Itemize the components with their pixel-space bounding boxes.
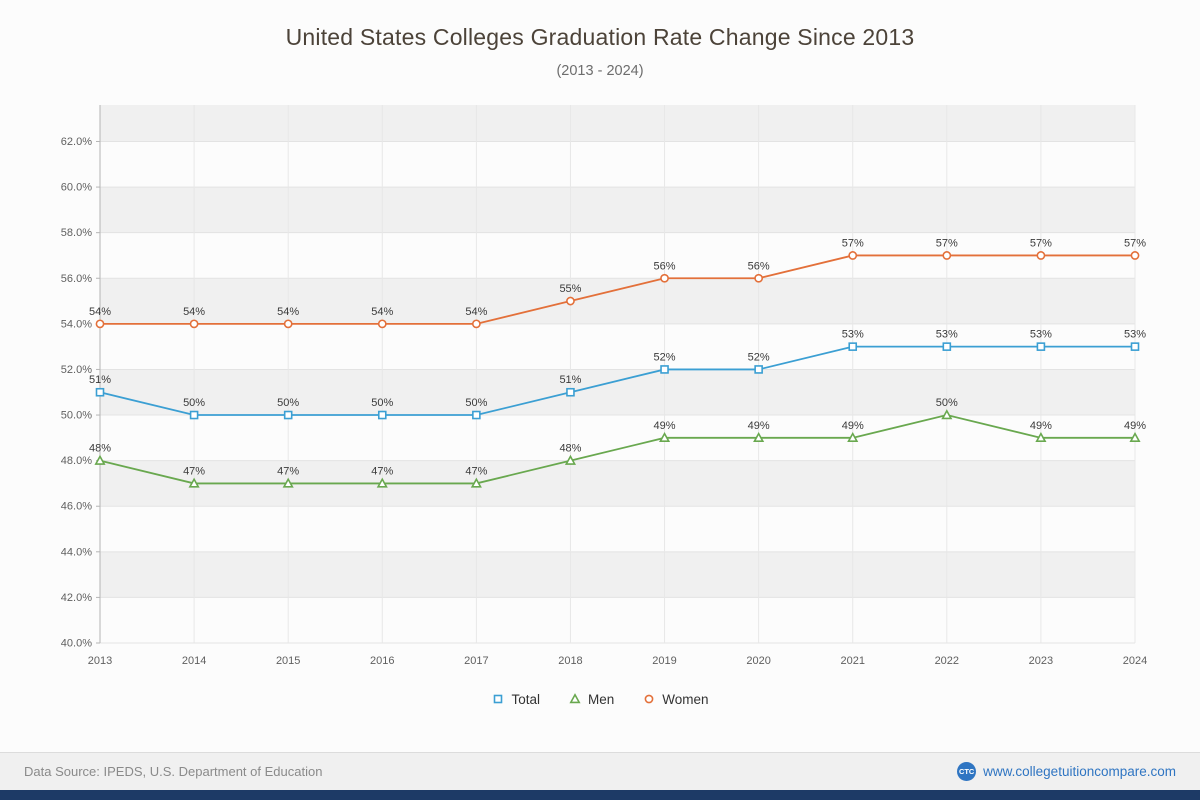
legend-label-men: Men xyxy=(587,691,615,707)
svg-text:49%: 49% xyxy=(842,420,864,432)
svg-text:52%: 52% xyxy=(748,351,770,363)
svg-text:46.0%: 46.0% xyxy=(61,501,92,513)
svg-text:54%: 54% xyxy=(371,306,393,318)
legend-item-men[interactable]: Men xyxy=(568,692,614,707)
page-title: United States Colleges Graduation Rate C… xyxy=(285,24,915,50)
svg-text:47%: 47% xyxy=(277,465,299,477)
svg-text:50%: 50% xyxy=(371,397,393,409)
svg-text:47%: 47% xyxy=(183,465,205,477)
svg-text:2022: 2022 xyxy=(935,655,959,667)
svg-text:62.0%: 62.0% xyxy=(61,136,92,148)
svg-text:2020: 2020 xyxy=(746,655,770,667)
site-url-text: www.collegetuitioncompare.com xyxy=(983,764,1176,779)
svg-text:2014: 2014 xyxy=(182,655,206,667)
svg-text:2024: 2024 xyxy=(1123,655,1147,667)
svg-text:56.0%: 56.0% xyxy=(61,273,92,285)
svg-text:2016: 2016 xyxy=(370,655,394,667)
site-link[interactable]: CTC www.collegetuitioncompare.com xyxy=(957,762,1176,781)
svg-text:2017: 2017 xyxy=(464,655,488,667)
svg-text:54%: 54% xyxy=(277,306,299,318)
svg-text:50%: 50% xyxy=(277,397,299,409)
spacer xyxy=(0,711,1200,752)
chart-header: United States Colleges Graduation Rate C… xyxy=(0,0,1200,79)
svg-text:47%: 47% xyxy=(465,465,487,477)
total-series-marker-icon xyxy=(491,692,505,706)
legend-item-women[interactable]: Women xyxy=(642,691,709,707)
svg-text:54%: 54% xyxy=(89,306,111,318)
svg-text:48%: 48% xyxy=(559,443,581,455)
svg-text:60.0%: 60.0% xyxy=(61,182,92,194)
svg-text:54%: 54% xyxy=(465,306,487,318)
bottom-accent-bar xyxy=(0,790,1200,800)
svg-text:50.0%: 50.0% xyxy=(61,410,92,422)
svg-text:57%: 57% xyxy=(1124,237,1146,249)
graduation-rate-line-chart: 40.0% 42.0% 44.0% 46.0% 48.0% 50.0% 52.0% 54.0%… xyxy=(61,105,1147,667)
women-series-marker-icon xyxy=(642,692,656,706)
svg-text:50%: 50% xyxy=(936,397,958,409)
svg-text:49%: 49% xyxy=(1030,420,1052,432)
svg-text:53%: 53% xyxy=(1124,329,1146,341)
svg-text:57%: 57% xyxy=(936,237,958,249)
svg-text:53%: 53% xyxy=(1030,329,1052,341)
svg-text:49%: 49% xyxy=(654,420,676,432)
svg-text:40.0%: 40.0% xyxy=(61,638,92,650)
svg-text:56%: 56% xyxy=(654,260,676,272)
svg-text:48%: 48% xyxy=(89,443,111,455)
svg-text:2019: 2019 xyxy=(652,655,676,667)
svg-text:49%: 49% xyxy=(748,420,770,432)
svg-text:58.0%: 58.0% xyxy=(61,227,92,239)
svg-text:47%: 47% xyxy=(371,465,393,477)
svg-text:52.0%: 52.0% xyxy=(61,364,92,376)
svg-text:51%: 51% xyxy=(559,374,581,386)
svg-text:42.0%: 42.0% xyxy=(61,592,92,604)
svg-text:2021: 2021 xyxy=(840,655,864,667)
svg-text:2018: 2018 xyxy=(558,655,582,667)
svg-text:48.0%: 48.0% xyxy=(61,455,92,467)
ctc-logo-icon: CTC xyxy=(957,762,977,781)
svg-text:54%: 54% xyxy=(183,306,205,318)
men-series-marker-icon xyxy=(568,692,582,706)
svg-text:57%: 57% xyxy=(1030,237,1052,249)
svg-text:2013: 2013 xyxy=(88,655,112,667)
legend-label-women: Women xyxy=(662,691,709,707)
svg-text:49%: 49% xyxy=(1124,420,1146,432)
svg-text:2023: 2023 xyxy=(1029,655,1053,667)
svg-text:51%: 51% xyxy=(89,374,111,386)
svg-text:44.0%: 44.0% xyxy=(61,546,92,558)
svg-text:54.0%: 54.0% xyxy=(61,318,92,330)
legend-item-total[interactable]: Total xyxy=(491,692,540,707)
svg-text:50%: 50% xyxy=(183,397,205,409)
footer-bar: Data Source: IPEDS, U.S. Department of E… xyxy=(0,752,1200,790)
chart-subtitle: (2013 - 2024) xyxy=(556,63,644,79)
svg-text:55%: 55% xyxy=(559,283,581,295)
svg-text:53%: 53% xyxy=(936,329,958,341)
svg-text:2015: 2015 xyxy=(276,655,300,667)
svg-text:57%: 57% xyxy=(842,237,864,249)
svg-text:53%: 53% xyxy=(842,329,864,341)
data-source-text: Data Source: IPEDS, U.S. Department of E… xyxy=(24,764,323,779)
legend-label-total: Total xyxy=(511,691,540,707)
svg-text:56%: 56% xyxy=(748,260,770,272)
chart-legend: Total Men Women xyxy=(0,687,1200,711)
svg-text:50%: 50% xyxy=(465,397,487,409)
svg-text:52%: 52% xyxy=(654,351,676,363)
